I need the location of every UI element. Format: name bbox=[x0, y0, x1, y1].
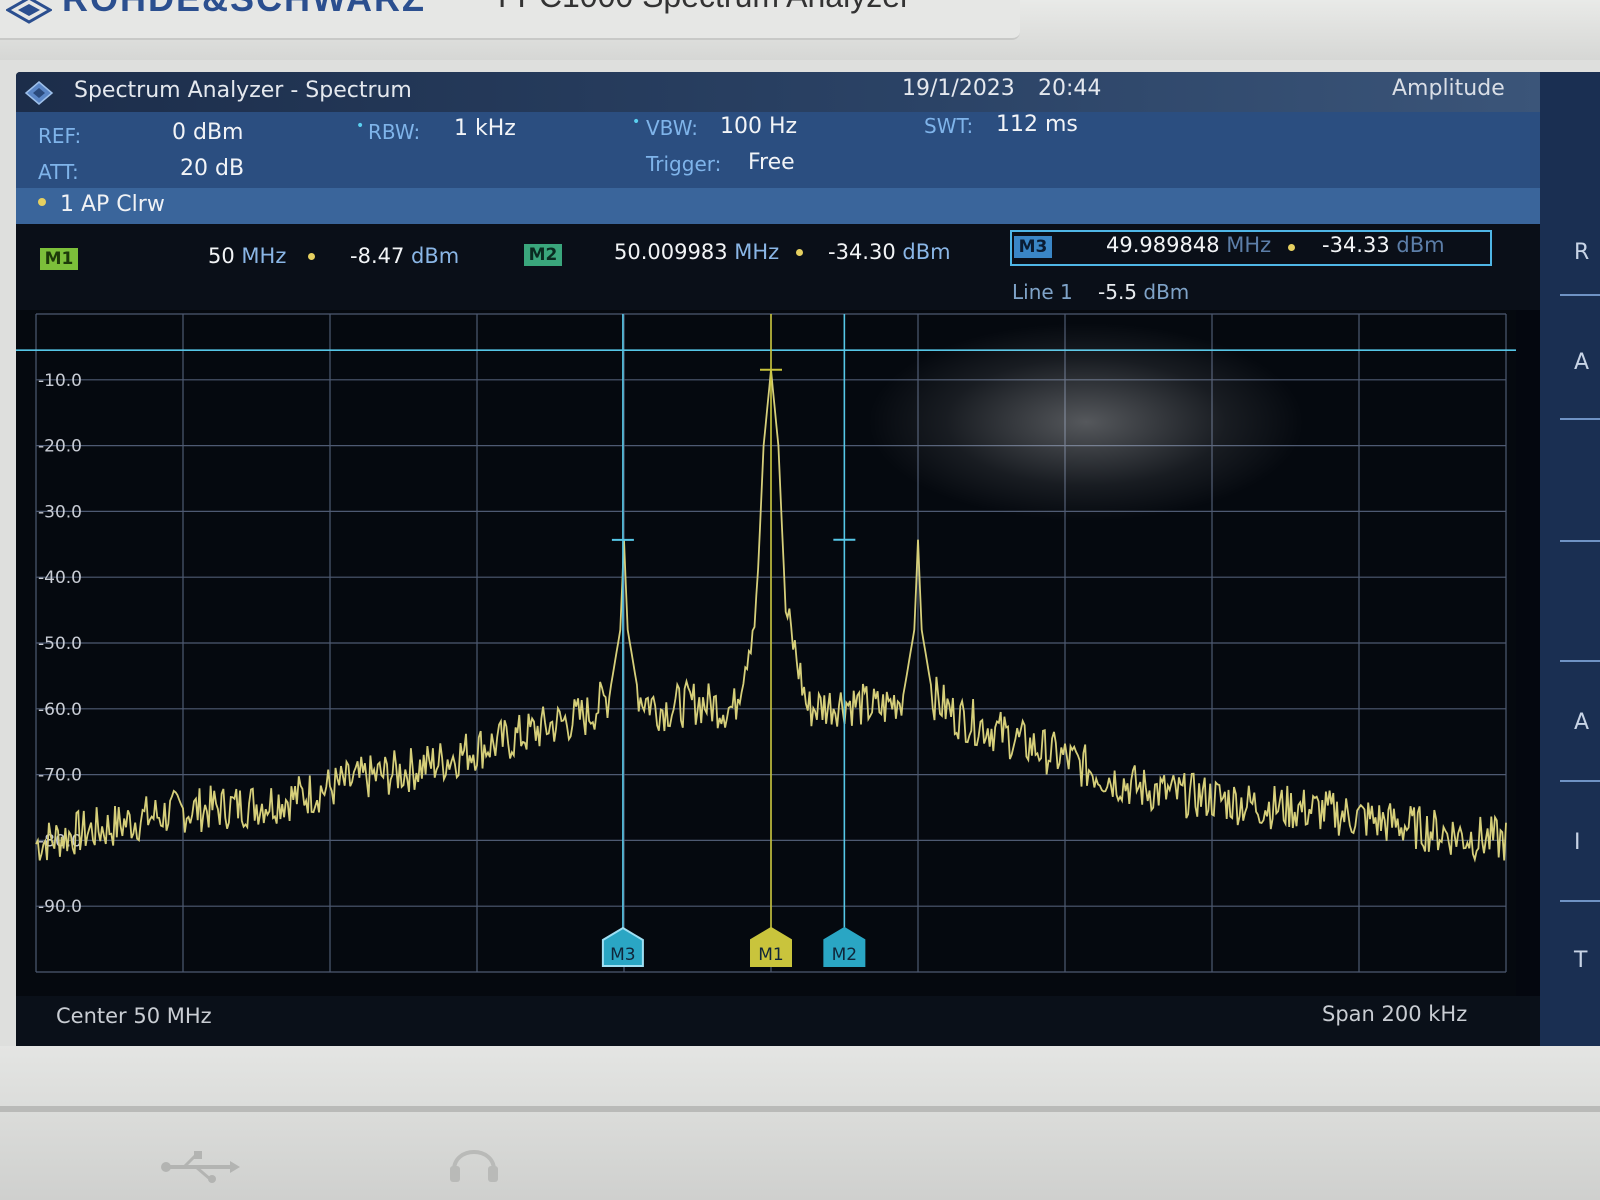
trigger-label: Trigger: bbox=[646, 152, 722, 176]
marker-m3-dot bbox=[1288, 244, 1295, 251]
marker-m2-flag-label: M2 bbox=[832, 945, 857, 965]
marker-m2-flag[interactable] bbox=[823, 926, 866, 967]
menu-title: Amplitude bbox=[1392, 76, 1505, 101]
att-value[interactable]: 20 dB bbox=[180, 156, 245, 181]
display-line-value: -5.5 dBm bbox=[1098, 280, 1190, 304]
time-display: 20:44 bbox=[1038, 76, 1102, 101]
marker-m3-badge[interactable]: M3 bbox=[1014, 236, 1052, 258]
softkey-panel: R A A I T bbox=[1540, 72, 1600, 1046]
settings-bar: REF: 0 dBm ATT: 20 dB • RBW: 1 kHz • VBW… bbox=[16, 112, 1540, 188]
softkey-divider bbox=[1560, 900, 1600, 902]
rbw-value[interactable]: 1 kHz bbox=[454, 116, 516, 141]
softkey-label[interactable]: T bbox=[1574, 948, 1588, 973]
marker-m2-level: -34.30 dBm bbox=[828, 240, 951, 264]
brand-name: ROHDE&SCHWARZ bbox=[62, 0, 426, 20]
y-tick-label: -50.0 bbox=[38, 634, 82, 654]
trace-indicator-dot bbox=[38, 198, 46, 206]
trace-bar: 1 AP Clrw bbox=[16, 188, 1540, 224]
marker-m1-level: -8.47 dBm bbox=[350, 244, 460, 268]
center-frequency[interactable]: Center 50 MHz bbox=[56, 1004, 212, 1028]
marker-m3-flag-label: M3 bbox=[610, 945, 635, 965]
softkey-divider bbox=[1560, 780, 1600, 782]
softkey-divider bbox=[1560, 660, 1600, 662]
span-value[interactable]: Span 200 kHz bbox=[1322, 1002, 1468, 1026]
rbw-coupled-dot: • bbox=[356, 118, 365, 134]
analyzer-screen: Spectrum Analyzer - Spectrum 19/1/2023 2… bbox=[16, 72, 1600, 1046]
swt-label: SWT: bbox=[924, 114, 974, 138]
softkey-label[interactable]: A bbox=[1574, 710, 1590, 735]
marker-table: M1 50 MHz -8.47 dBm M2 50.009983 MHz -34… bbox=[16, 224, 1540, 310]
footer-bar: Center 50 MHz Span 200 kHz bbox=[16, 996, 1540, 1046]
headphones-icon bbox=[450, 1150, 498, 1182]
y-tick-label: -90.0 bbox=[38, 897, 82, 917]
title-bar: Spectrum Analyzer - Spectrum 19/1/2023 2… bbox=[16, 72, 1540, 112]
bezel-ridge bbox=[0, 1106, 1600, 1112]
softkey-divider bbox=[1560, 418, 1600, 420]
swt-value[interactable]: 112 ms bbox=[996, 112, 1078, 137]
vbw-label: VBW: bbox=[646, 116, 699, 140]
y-tick-label: -30.0 bbox=[38, 502, 82, 522]
marker-m1-badge[interactable]: M1 bbox=[40, 248, 78, 270]
app-title: Spectrum Analyzer - Spectrum bbox=[74, 78, 412, 103]
marker-m2-dot bbox=[796, 249, 803, 256]
y-tick-label: -10.0 bbox=[38, 371, 82, 391]
trigger-value[interactable]: Free bbox=[748, 150, 795, 175]
mode-diamond-icon[interactable] bbox=[24, 80, 54, 106]
softkey-label[interactable]: I bbox=[1574, 830, 1581, 855]
softkey-divider bbox=[1560, 540, 1600, 542]
y-tick-label: -40.0 bbox=[38, 568, 82, 588]
y-tick-label: -60.0 bbox=[38, 700, 82, 720]
vbw-coupled-dot: • bbox=[632, 114, 641, 130]
att-label: ATT: bbox=[38, 160, 79, 184]
marker-m2-badge[interactable]: M2 bbox=[524, 244, 562, 266]
marker-m3-frequency: 49.989848 MHz bbox=[1106, 233, 1272, 257]
instrument-bezel-bottom bbox=[0, 1046, 1600, 1200]
softkey-divider bbox=[1560, 294, 1600, 296]
rbw-label: RBW: bbox=[368, 120, 421, 144]
marker-m1-flag[interactable] bbox=[750, 926, 792, 967]
model-name: FPC1000 Spectrum Analyzer bbox=[498, 0, 911, 15]
softkey-label[interactable]: A bbox=[1574, 350, 1590, 375]
rohde-schwarz-logo bbox=[6, 0, 52, 24]
ref-label: REF: bbox=[38, 124, 82, 148]
marker-m3-level: -34.33 dBm bbox=[1322, 233, 1445, 257]
trace-label[interactable]: 1 AP Clrw bbox=[60, 192, 165, 217]
y-tick-label: -70.0 bbox=[38, 766, 82, 786]
softkey-label[interactable]: R bbox=[1574, 240, 1590, 265]
date-display: 19/1/2023 bbox=[902, 76, 1015, 101]
marker-m3-selected-box[interactable]: M3 49.989848 MHz -34.33 dBm bbox=[1010, 230, 1492, 266]
ref-value[interactable]: 0 dBm bbox=[172, 120, 244, 145]
marker-m1-frequency: 50 MHz bbox=[208, 244, 287, 268]
y-tick-label: -20.0 bbox=[38, 437, 82, 457]
usb-icon bbox=[161, 1151, 240, 1183]
marker-m1-flag-label: M1 bbox=[758, 945, 783, 965]
display-line-label: Line 1 bbox=[1012, 280, 1073, 304]
vbw-value[interactable]: 100 Hz bbox=[720, 114, 798, 139]
marker-m1-dot bbox=[308, 253, 315, 260]
brand-strip: ROHDE&SCHWARZ FPC1000 Spectrum Analyzer bbox=[0, 0, 1020, 40]
spectrum-plot[interactable]: -10.0-20.0-30.0-40.0-50.0-60.0-70.0-80.0… bbox=[16, 310, 1516, 996]
marker-m3-flag[interactable] bbox=[601, 926, 644, 967]
marker-m2-frequency: 50.009983 MHz bbox=[614, 240, 780, 264]
